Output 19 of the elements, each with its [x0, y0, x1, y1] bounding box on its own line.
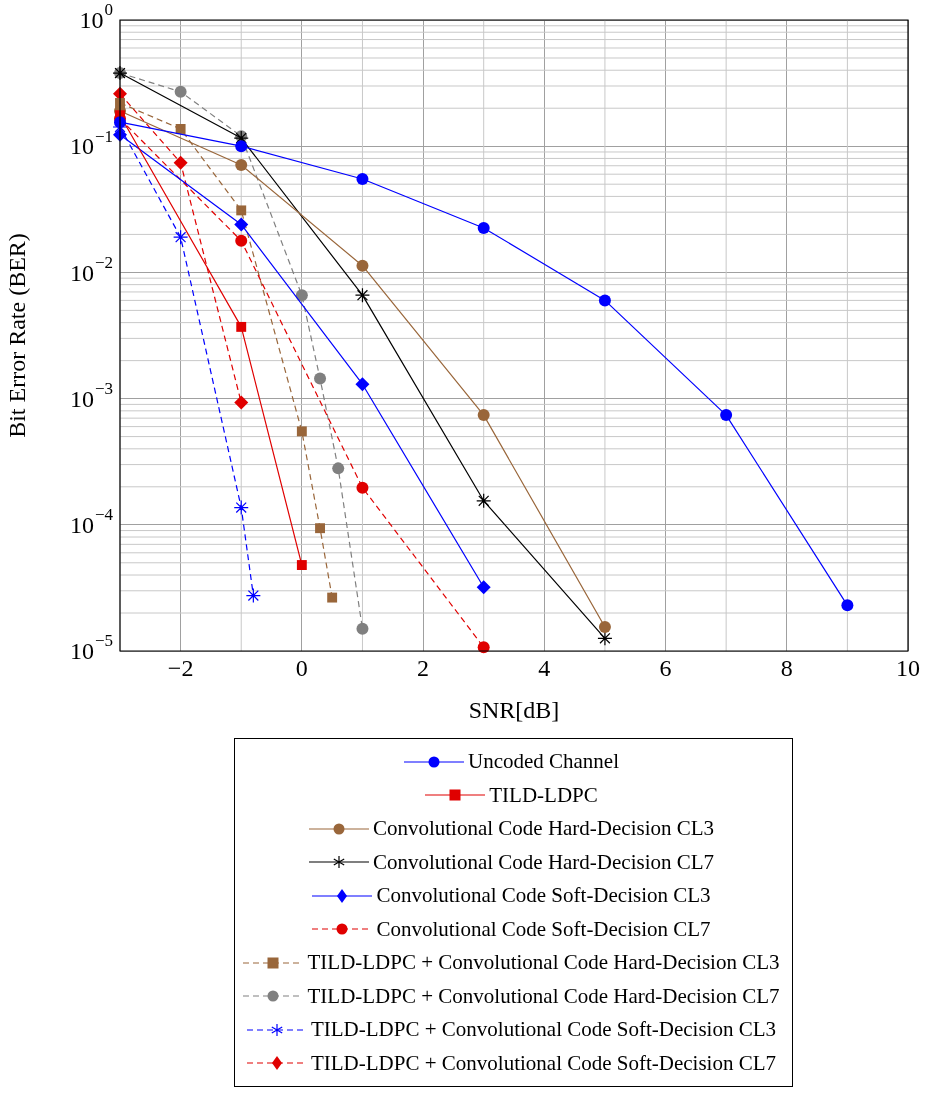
x-tick-label: −2 [167, 654, 194, 681]
x-tick-label: 0 [295, 654, 308, 681]
x-tick-label: 10 [896, 654, 920, 681]
legend-label: Convolutional Code Soft-Decision CL7 [375, 916, 712, 942]
legend-label: Convolutional Code Soft-Decision CL3 [375, 883, 712, 909]
x-axis-title: SNR[dB] [468, 696, 560, 723]
x-tick-label: 8 [780, 654, 793, 681]
legend-label: TILD-LDPC + Convolutional Code Soft-Decision CL3 [309, 1017, 778, 1043]
x-tick-label: 6 [659, 654, 672, 681]
y-axis-title: Bit Error Rate (BER) [3, 233, 30, 438]
legend-label: Convolutional Code Hard-Decision CL3 [371, 816, 716, 842]
legend-label: Convolutional Code Hard-Decision CL7 [371, 849, 716, 875]
x-tick-label: 2 [417, 654, 430, 681]
legend-label: TILD-LDPC + Convolutional Code Soft-Decision CL7 [309, 1050, 778, 1076]
x-tick-label: 4 [538, 654, 551, 681]
legend-label: TILD-LDPC + Convolutional Code Hard-Decision CL7 [306, 983, 781, 1009]
legend-label: TILD-LDPC + Convolutional Code Hard-Decision CL3 [306, 950, 781, 976]
legend-label: TILD-LDPC [488, 782, 599, 808]
legend-label: Uncoded Channel [466, 749, 620, 775]
